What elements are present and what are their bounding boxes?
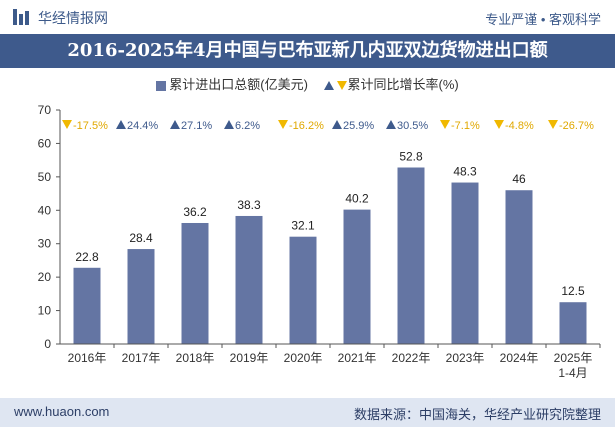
growth-down-icon <box>440 120 450 129</box>
data-label: 36.2 <box>183 205 207 219</box>
bar <box>181 222 209 344</box>
y-tick-label: 0 <box>44 337 51 351</box>
top-bar: 华经情报网 专业严谨 • 客观科学 <box>0 0 615 34</box>
bar <box>289 236 317 344</box>
growth-up-icon <box>170 120 180 129</box>
growth-up-icon <box>116 120 126 129</box>
data-label: 12.5 <box>561 284 585 298</box>
bar <box>235 215 263 344</box>
x-tick-label: 2019年 <box>230 351 269 365</box>
x-tick-label: 2020年 <box>284 351 323 365</box>
growth-label: -26.7% <box>559 120 594 132</box>
growth-label: -7.1% <box>451 120 480 132</box>
data-label: 46 <box>512 172 526 186</box>
growth-label: 24.4% <box>127 120 158 132</box>
bar <box>343 209 371 344</box>
growth-label: -4.8% <box>505 120 534 132</box>
y-tick-label: 20 <box>38 270 52 284</box>
legend-label-growth: 累计同比增长率(%) <box>347 77 459 92</box>
x-tick-label: 1-4月 <box>558 366 587 380</box>
site-url: www.huaon.com <box>14 404 110 419</box>
y-tick-label: 30 <box>38 237 52 251</box>
growth-up-icon <box>224 120 234 129</box>
bar-chart: 22.8 28.4 36.2 38.3 32.1 40.2 52.8 48.3 46 12.5 -… <box>38 103 601 380</box>
x-tick-label: 2018年 <box>176 351 215 365</box>
logo-icon <box>13 9 29 25</box>
x-tick-label: 2025年 <box>554 351 593 365</box>
bar <box>559 302 587 344</box>
brand-name: 华经情报网 <box>38 10 108 26</box>
growth-down-icon <box>548 120 558 129</box>
growth-up-icon <box>386 120 396 129</box>
x-tick-label: 2017年 <box>122 351 161 365</box>
growth-label: 30.5% <box>397 120 428 132</box>
x-tick-label: 2024年 <box>500 351 539 365</box>
growth-label: 25.9% <box>343 120 374 132</box>
data-source: 数据来源：中国海关，华经产业研究院整理 <box>353 407 601 422</box>
bar <box>451 182 479 344</box>
y-tick-label: 70 <box>38 103 52 117</box>
y-tick-label: 40 <box>38 203 52 217</box>
bar <box>397 167 425 344</box>
data-label: 40.2 <box>345 192 369 206</box>
legend-swatch-bar <box>156 80 167 91</box>
legend-triangles-icon <box>323 81 347 91</box>
growth-down-icon <box>494 120 504 129</box>
y-tick-label: 50 <box>38 170 52 184</box>
bar <box>505 190 533 344</box>
growth-down-icon <box>278 120 288 129</box>
growth-label: -16.2% <box>289 120 324 132</box>
bar <box>73 267 101 344</box>
footer: www.huaon.com 数据来源：中国海关，华经产业研究院整理 <box>0 398 615 427</box>
title-bar: 2016-2025年4月中国与巴布亚新几内亚双边货物进出口额 <box>0 34 615 68</box>
growth-label: 27.1% <box>181 120 212 132</box>
growth-label: -17.5% <box>73 120 108 132</box>
data-label: 38.3 <box>237 198 261 212</box>
x-tick-label: 2023年 <box>446 351 485 365</box>
growth-down-icon <box>62 120 72 129</box>
legend-item-growth: 累计同比增长率(%) <box>323 74 459 93</box>
y-tick-label: 60 <box>38 136 52 150</box>
legend-label-total: 累计进出口总额(亿美元) <box>169 77 308 92</box>
legend: 累计进出口总额(亿美元) 累计同比增长率(%) <box>0 74 615 92</box>
chart-title: 2016-2025年4月中国与巴布亚新几内亚双边货物进出口额 <box>67 40 548 61</box>
growth-label: 6.2% <box>235 120 260 132</box>
data-label: 22.8 <box>75 250 99 264</box>
y-tick-label: 10 <box>38 304 52 318</box>
data-label: 48.3 <box>453 165 477 179</box>
growth-up-icon <box>332 120 342 129</box>
data-label: 52.8 <box>399 149 423 163</box>
data-label: 32.1 <box>291 219 315 233</box>
data-label: 28.4 <box>129 231 153 245</box>
x-tick-label: 2016年 <box>68 351 107 365</box>
bar <box>127 249 155 344</box>
slogan: 专业严谨 • 客观科学 <box>485 12 601 27</box>
x-tick-label: 2022年 <box>392 351 431 365</box>
legend-item-total: 累计进出口总额(亿美元) <box>156 74 308 93</box>
x-tick-label: 2021年 <box>338 351 377 365</box>
